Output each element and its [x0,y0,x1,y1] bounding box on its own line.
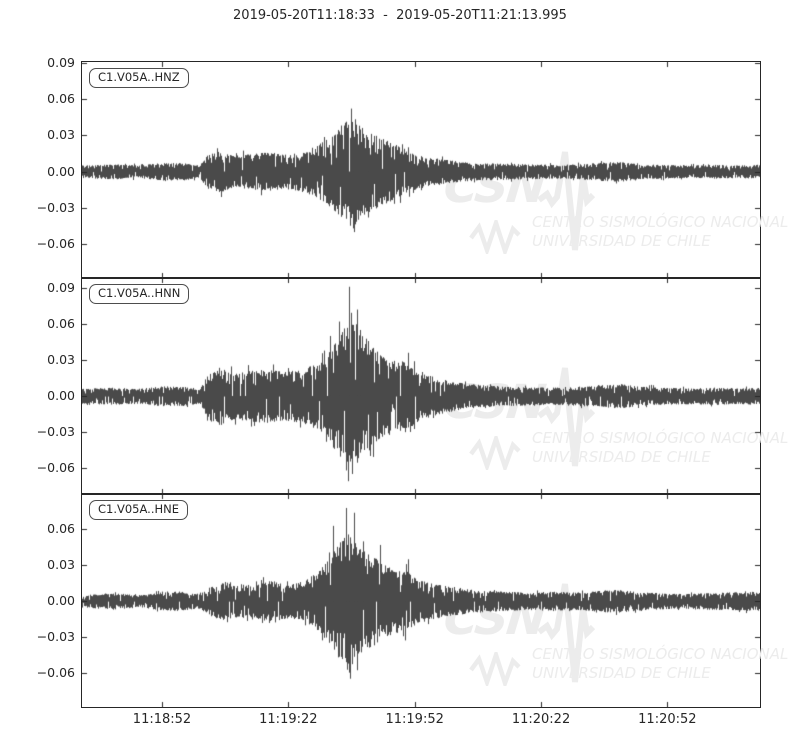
y-tick-label: 0.03 [47,351,75,367]
x-tick-label: 11:18:52 [132,712,192,727]
y-tick-label: −0.06 [36,664,75,680]
x-tick-label: 11:19:52 [385,712,444,727]
y-tick-label: −0.06 [36,236,75,252]
channel-label-hnz: C1.V05A..HNZ [89,68,189,88]
waveform-canvas-hnz [82,62,760,278]
waveform-canvas-hne [82,494,760,707]
y-tick-label: 0.06 [47,315,75,331]
subplot-hnn: CSNCENTRO SISMOLÓGICO NACIONALUNIVERSIDA… [81,277,788,495]
y-tick-label: −0.03 [36,628,75,644]
channel-label-hnn: C1.V05A..HNN [89,284,190,304]
x-tick-label: 11:20:52 [638,712,697,727]
y-tick-label: 0.09 [47,54,75,70]
y-tick-label: 0.03 [47,557,75,573]
figure-title: 2019-05-20T11:18:33 - 2019-05-20T11:21:1… [233,8,567,23]
subplot-hnz: CSNCENTRO SISMOLÓGICO NACIONALUNIVERSIDA… [81,61,788,279]
y-tick-label: 0.03 [47,127,75,143]
y-tick-label: 0.00 [47,163,75,179]
y-tick-label: 0.06 [47,90,75,106]
channel-label-hne: C1.V05A..HNE [89,500,188,520]
x-tick-label: 11:19:22 [259,712,318,727]
y-tick-label: 0.06 [47,521,75,537]
waveform-canvas-hnn [82,278,760,494]
y-tick-label: 0.09 [47,279,75,295]
y-tick-label: 0.00 [47,593,75,609]
y-tick-label: −0.03 [36,423,75,439]
y-tick-label: 0.00 [47,387,75,403]
x-tick-label: 11:20:22 [511,712,571,727]
y-tick-label: −0.06 [36,459,75,475]
subplot-hne: CSNCENTRO SISMOLÓGICO NACIONALUNIVERSIDA… [81,493,788,708]
y-tick-label: −0.03 [36,199,75,215]
